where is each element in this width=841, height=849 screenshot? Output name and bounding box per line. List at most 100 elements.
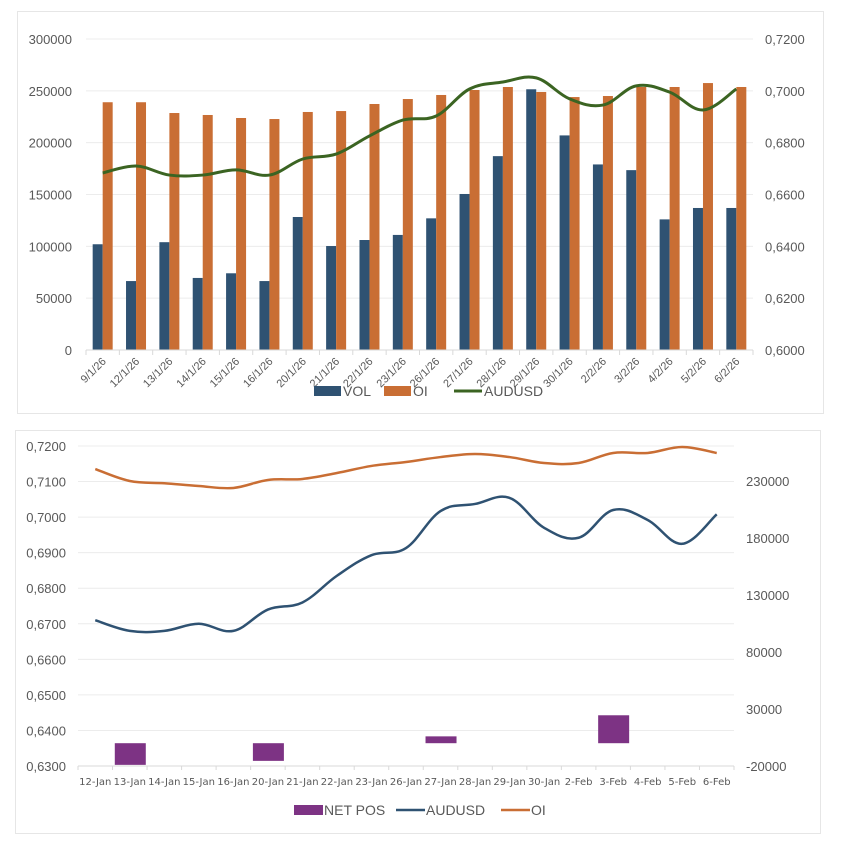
bar-vol xyxy=(92,244,103,350)
y-left-tick-label: 300000 xyxy=(29,32,72,47)
grid-lines xyxy=(78,445,734,731)
y-left-tick-label: 0,7000 xyxy=(26,510,66,525)
bar-series xyxy=(114,715,630,765)
x-tick-label: 30/1/26 xyxy=(541,356,575,390)
y-right-tick-label: 0,7200 xyxy=(765,32,805,47)
bar-vol xyxy=(459,193,470,350)
x-tick-label: 28-Jan xyxy=(459,777,491,788)
bar-vol xyxy=(159,242,170,350)
bar-oi xyxy=(202,114,213,350)
x-tick-label: 13-Jan xyxy=(114,777,146,788)
axes: 0,6300 0,6400 0,6500 0,6600 0,6700 0,6800 0,69… xyxy=(26,439,789,788)
y-left-tick-label: 0,6600 xyxy=(26,652,66,667)
y-right-tick-label: -20000 xyxy=(746,759,786,774)
bar-vol xyxy=(592,164,603,350)
bar-oi xyxy=(302,111,313,351)
line-series xyxy=(102,75,738,178)
bar-oi xyxy=(736,86,747,350)
y-right-tick-label: 0,7000 xyxy=(765,84,805,99)
y-left-tick-label: 0,6800 xyxy=(26,581,66,596)
x-tick-label: 16/1/26 xyxy=(241,356,275,390)
bar-vol xyxy=(692,207,703,350)
chart-2-canvas: 0,6300 0,6400 0,6500 0,6600 0,6700 0,6800 0,69… xyxy=(26,439,789,818)
chart-netpos-audusd-oi: 0,6300 0,6400 0,6500 0,6600 0,6700 0,6800 0,69… xyxy=(15,430,821,834)
bar-vol xyxy=(259,281,270,350)
x-tick-label: 15/1/26 xyxy=(208,356,242,390)
y-left-tick-label: 150000 xyxy=(29,188,72,203)
bar-vol xyxy=(392,234,403,350)
x-tick-label: 5/2/26 xyxy=(679,356,709,386)
y-right-tick-label: 180000 xyxy=(746,531,789,546)
legend-label-audusd: AUDUSD xyxy=(426,802,485,818)
y-left-tick-label: 250000 xyxy=(29,84,72,99)
x-tick-label: 3-Feb xyxy=(599,777,627,788)
bar-oi xyxy=(702,83,713,350)
y-left-tick-label: 0,6900 xyxy=(26,546,66,561)
x-tick-label: 26-Jan xyxy=(390,777,422,788)
x-tick-label: 20/1/26 xyxy=(274,356,308,390)
x-tick-label: 21/1/26 xyxy=(308,356,342,390)
x-tick-label: 22-Jan xyxy=(321,777,353,788)
y-right-tick-label: 0,6000 xyxy=(765,343,805,358)
bar-net-pos xyxy=(425,736,457,744)
bar-oi xyxy=(269,119,280,350)
x-tick-label: 9/1/26 xyxy=(79,356,109,386)
y-left-tick-label: 0,7200 xyxy=(26,439,66,454)
x-tick-label: 30-Jan xyxy=(528,777,560,788)
line-audusd xyxy=(102,75,738,178)
x-tick-label: 29-Jan xyxy=(493,777,525,788)
bar-oi xyxy=(102,102,113,350)
bar-vol xyxy=(192,277,203,350)
bar-oi xyxy=(369,103,380,351)
x-tick-label: 5-Feb xyxy=(668,777,696,788)
y-left-tick-label: 0,7100 xyxy=(26,475,66,490)
bar-oi xyxy=(502,86,513,350)
x-tick-label: 6-Feb xyxy=(703,777,731,788)
legend-label-net-pos: NET POS xyxy=(324,802,385,818)
legend-swatch-oi xyxy=(384,386,411,396)
y-right-tick-label: 230000 xyxy=(746,474,789,489)
x-tick-label: 23/1/26 xyxy=(375,356,409,390)
y-right-tick-label: 80000 xyxy=(746,645,782,660)
x-tick-label: 2-Feb xyxy=(565,777,593,788)
bar-oi xyxy=(536,91,547,350)
bar-vol xyxy=(626,170,637,350)
y-right-tick-label: 0,6200 xyxy=(765,291,805,306)
chart-vol-oi-audusd: 0 50000 100000 150000 200000 250000 300000 0,60… xyxy=(17,11,824,414)
line-oi xyxy=(94,445,717,490)
y-left-tick-label: 0,6300 xyxy=(26,759,66,774)
bar-vol xyxy=(526,89,537,351)
legend-swatch-net-pos xyxy=(294,805,323,815)
bar-oi xyxy=(669,86,680,350)
y-right-tick-label: 0,6600 xyxy=(765,188,805,203)
x-tick-label: 27/1/26 xyxy=(441,356,475,390)
bar-net-pos xyxy=(114,743,146,765)
bar-oi xyxy=(569,97,580,350)
bar-oi xyxy=(602,96,613,351)
bar-vol xyxy=(426,218,437,350)
bar-oi xyxy=(436,94,447,350)
bar-oi xyxy=(402,99,413,350)
chart-1-canvas: 0 50000 100000 150000 200000 250000 300000 0,60… xyxy=(29,32,805,399)
legend-label-oi: OI xyxy=(531,802,546,818)
bar-vol xyxy=(659,219,670,350)
line-audusd xyxy=(94,495,718,634)
x-tick-label: 2/2/26 xyxy=(579,356,609,386)
bar-vol xyxy=(326,246,337,350)
x-tick-label: 23-Jan xyxy=(355,777,387,788)
x-tick-label: 16-Jan xyxy=(217,777,249,788)
bar-oi xyxy=(469,90,480,350)
bar-vol xyxy=(126,281,137,350)
y-left-tick-label: 0,6500 xyxy=(26,688,66,703)
bar-net-pos xyxy=(598,715,630,744)
bar-vol xyxy=(559,135,570,350)
y-right-tick-label: 0,6800 xyxy=(765,136,805,151)
y-left-tick-label: 100000 xyxy=(29,239,72,254)
legend-label-vol: VOL xyxy=(343,383,371,399)
bar-oi xyxy=(336,111,347,350)
y-right-tick-label: 30000 xyxy=(746,702,782,717)
legend: NET POS AUDUSD OI xyxy=(294,802,546,818)
bar-vol xyxy=(726,207,737,350)
x-tick-label: 4-Feb xyxy=(634,777,662,788)
y-left-tick-label: 0 xyxy=(65,343,72,358)
